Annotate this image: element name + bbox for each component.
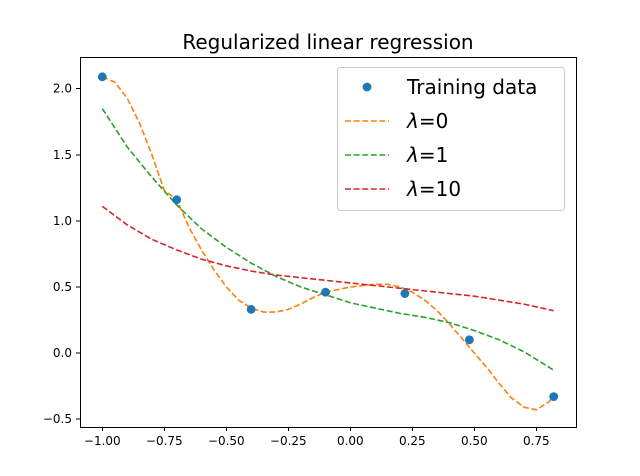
series-line-0 [102, 76, 555, 411]
scatter-layer [97, 72, 559, 402]
x-tick-label: −1.00 [84, 434, 121, 448]
chart-title: Regularized linear regression [182, 30, 473, 54]
y-axis-ticks: −0.5 0.0 0.5 1.0 1.5 2.0 [43, 82, 80, 426]
training-point [321, 287, 330, 297]
legend-label-1: λ=1 [406, 143, 448, 167]
legend-label-0: λ=0 [406, 109, 448, 133]
y-tick-label: 2.0 [53, 82, 72, 96]
legend-entries: Training data λ=0 λ=1 λ=10 [345, 75, 537, 201]
x-tick-label: 0.75 [523, 434, 550, 448]
plot-frame [80, 57, 577, 428]
y-tick-label: −0.5 [43, 412, 72, 426]
x-tick-label: 0.00 [337, 434, 364, 448]
y-tick-label: 0.0 [53, 346, 72, 360]
x-axis-ticks: −1.00 −0.75 −0.50 −0.25 0.00 0.25 0.50 0.75 [84, 427, 550, 448]
x-tick-label: −0.75 [146, 434, 183, 448]
legend-box [337, 67, 565, 211]
y-tick-label: 1.5 [53, 148, 72, 162]
legend-label-2: λ=10 [406, 177, 461, 201]
training-point [400, 289, 410, 298]
x-tick-label: 0.50 [461, 434, 488, 448]
x-tick-label: 0.25 [399, 434, 426, 448]
training-point [97, 72, 107, 82]
legend-label-training-data: Training data [406, 75, 537, 99]
series-line-2 [101, 205, 554, 312]
legend: Training data λ=0 λ=1 λ=10 [337, 67, 565, 211]
training-point [464, 335, 474, 345]
y-tick-label: 1.0 [53, 214, 72, 228]
axes [80, 57, 577, 428]
legend-marker-training-data [362, 82, 372, 92]
training-point [549, 392, 559, 402]
training-point [172, 195, 182, 205]
training-point [246, 304, 256, 314]
y-tick-label: 0.5 [53, 280, 72, 294]
x-tick-label: −0.25 [270, 434, 307, 448]
x-tick-label: −0.50 [208, 434, 245, 448]
